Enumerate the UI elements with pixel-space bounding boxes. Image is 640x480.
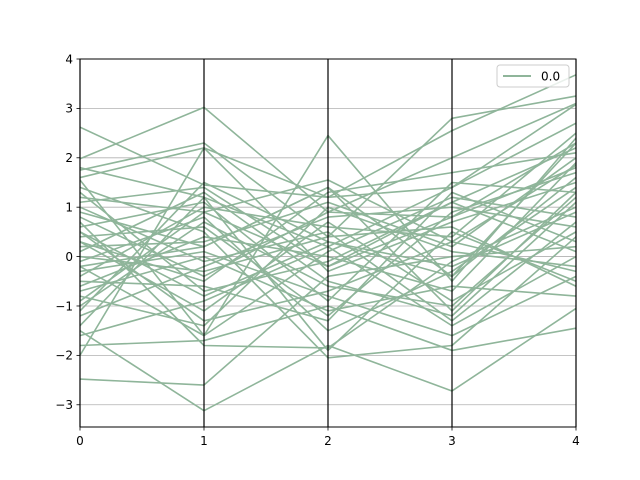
legend-label: 0.0 [541,70,560,84]
legend: 0.0 [496,64,570,88]
legend-box [496,64,570,88]
x-ticks: 0 1 2 3 4 [76,427,580,448]
y-tick-label: −3 [55,398,73,412]
y-tick-label: 2 [65,151,73,165]
x-tick-label: 2 [324,434,332,448]
y-tick-label: −2 [55,349,73,363]
y-tick-label: 1 [65,200,73,214]
y-tick-label: 0 [65,250,73,264]
y-tick-label: 4 [65,52,73,66]
y-tick-label: 3 [65,102,73,116]
x-tick-label: 4 [572,434,580,448]
x-tick-label: 0 [76,434,84,448]
x-tick-label: 3 [448,434,456,448]
x-tick-label: 1 [200,434,208,448]
y-tick-label: −1 [55,299,73,313]
y-ticks: −3 −2 −1 0 1 2 3 4 [55,52,80,412]
